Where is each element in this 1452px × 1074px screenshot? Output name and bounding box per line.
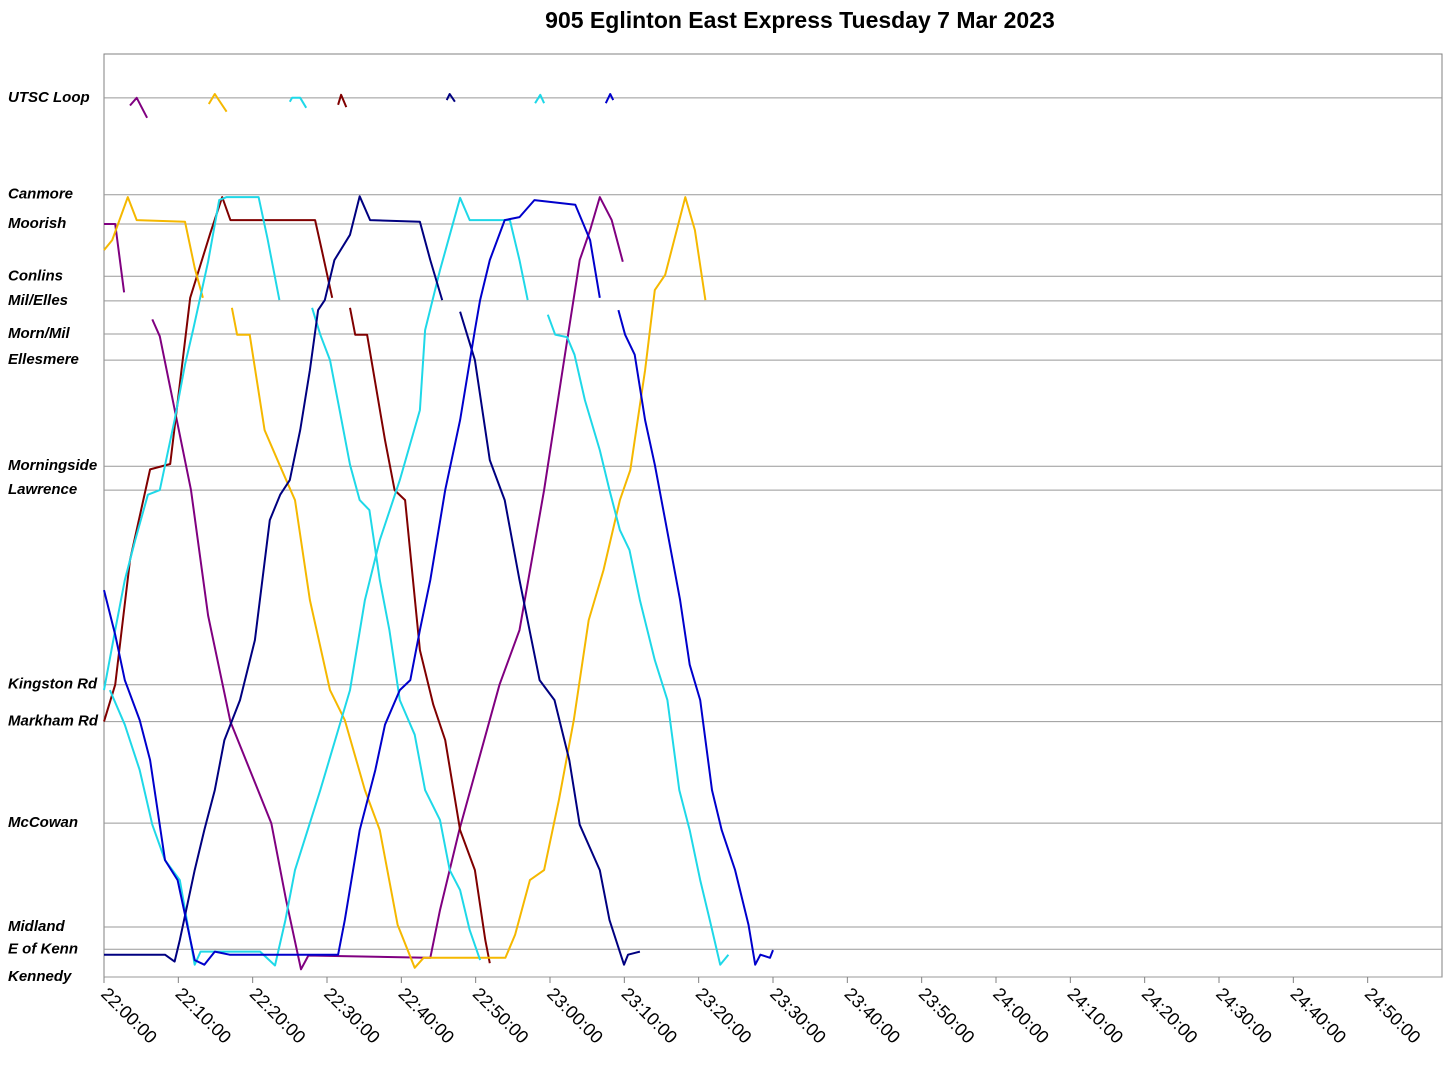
- y-tick-label: Lawrence: [8, 481, 77, 498]
- y-tick-label: Conlins: [8, 267, 63, 284]
- y-tick-label: Canmore: [8, 186, 73, 203]
- trip-line: [104, 96, 624, 971]
- y-tick-label: UTSC Loop: [8, 89, 90, 106]
- y-tick-label: Moorish: [8, 215, 66, 232]
- trip-line: [103, 93, 707, 969]
- y-tick-label: McCowan: [8, 814, 78, 831]
- y-tick-label: Kingston Rd: [8, 676, 98, 693]
- y-tick-label: Morningside: [8, 457, 97, 474]
- y-tick-label: Mil/Elles: [8, 292, 68, 309]
- trip-line: [103, 93, 491, 964]
- trip-line: [103, 93, 730, 967]
- y-tick-label: E of Kenn: [8, 940, 78, 957]
- trip-line: [104, 93, 641, 966]
- y-tick-label: Midland: [8, 918, 65, 935]
- y-tick-label: Ellesmere: [8, 351, 79, 368]
- trip-line: [103, 93, 774, 966]
- chart-title: 905 Eglinton East Express Tuesday 7 Mar …: [545, 7, 1055, 33]
- y-tick-label: Kennedy: [8, 968, 72, 985]
- y-tick-label: Markham Rd: [8, 713, 99, 730]
- y-tick-label: Morn/Mil: [8, 325, 70, 342]
